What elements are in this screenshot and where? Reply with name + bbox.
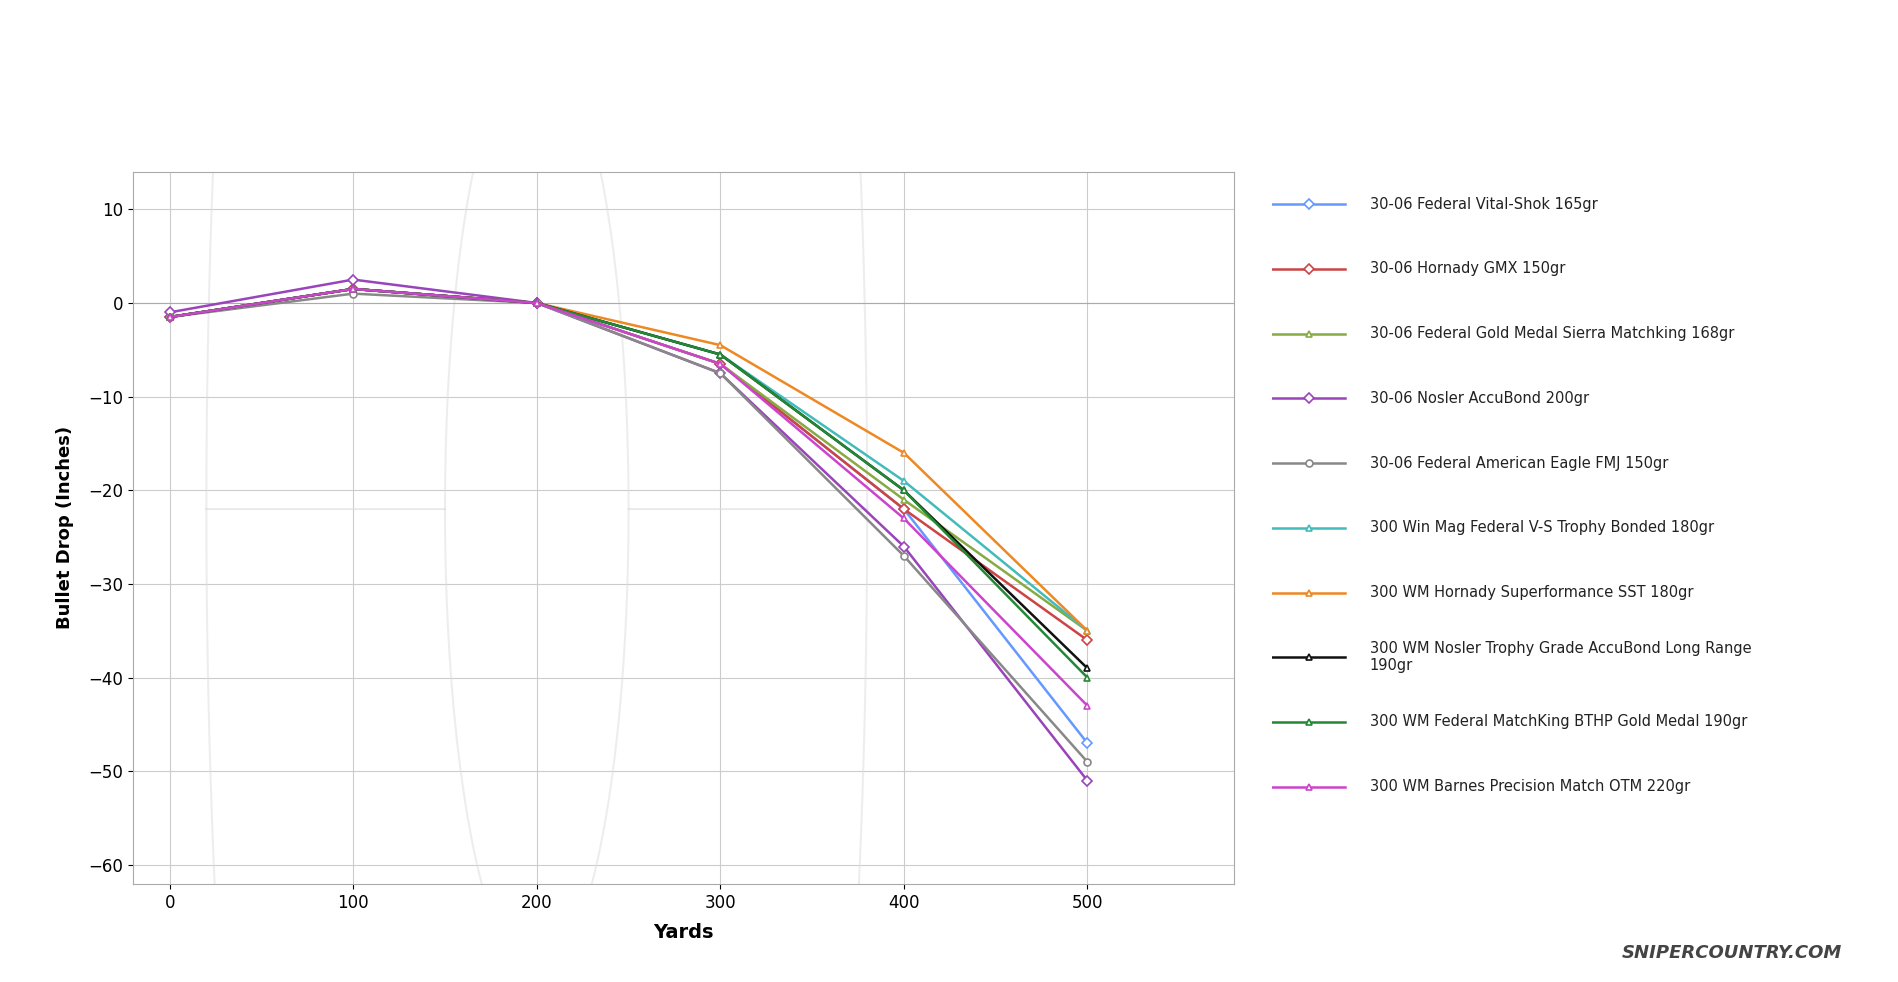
Text: LONG RANGE TRAJECTORY: LONG RANGE TRAJECTORY [317,23,1581,105]
Text: 30-06 Federal Gold Medal Sierra Matchking 168gr: 30-06 Federal Gold Medal Sierra Matchkin… [1368,326,1733,341]
Text: 30-06 Federal American Eagle FMJ 150gr: 30-06 Federal American Eagle FMJ 150gr [1368,456,1666,470]
Y-axis label: Bullet Drop (Inches): Bullet Drop (Inches) [57,426,74,629]
Text: 300 WM Hornady Superformance SST 180gr: 300 WM Hornady Superformance SST 180gr [1368,585,1693,600]
Text: 30-06 Nosler AccuBond 200gr: 30-06 Nosler AccuBond 200gr [1368,391,1589,406]
Text: 30-06 Federal Vital-Shok 165gr: 30-06 Federal Vital-Shok 165gr [1368,196,1596,212]
Text: SNIPERCOUNTRY.COM: SNIPERCOUNTRY.COM [1621,945,1841,962]
Text: 300 WM Barnes Precision Match OTM 220gr: 300 WM Barnes Precision Match OTM 220gr [1368,779,1689,794]
Text: 30-06 Hornady GMX 150gr: 30-06 Hornady GMX 150gr [1368,261,1564,277]
X-axis label: Yards: Yards [653,923,714,942]
Text: 300 Win Mag Federal V-S Trophy Bonded 180gr: 300 Win Mag Federal V-S Trophy Bonded 18… [1368,520,1712,535]
Text: 300 WM Nosler Trophy Grade AccuBond Long Range
190gr: 300 WM Nosler Trophy Grade AccuBond Long… [1368,641,1750,674]
Text: 300 WM Federal MatchKing BTHP Gold Medal 190gr: 300 WM Federal MatchKing BTHP Gold Medal… [1368,715,1746,730]
